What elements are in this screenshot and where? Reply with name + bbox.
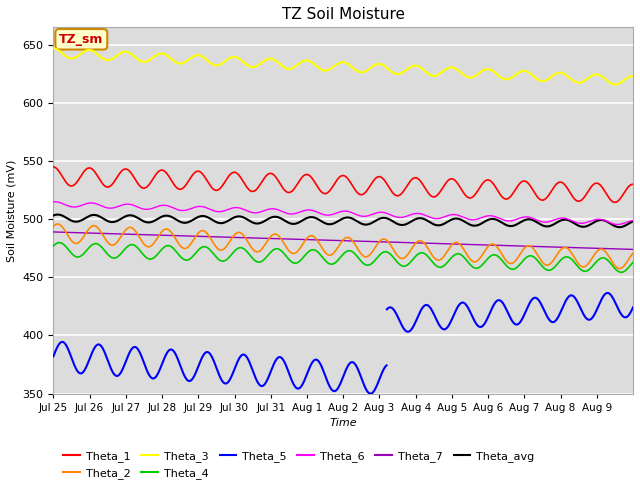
Legend: Theta_1, Theta_2, Theta_3, Theta_4, Theta_5, Theta_6, Theta_7, Theta_avg: Theta_1, Theta_2, Theta_3, Theta_4, Thet…	[59, 447, 538, 480]
X-axis label: Time: Time	[330, 418, 357, 428]
Y-axis label: Soil Moisture (mV): Soil Moisture (mV)	[7, 159, 17, 262]
Title: TZ Soil Moisture: TZ Soil Moisture	[282, 7, 404, 22]
Text: TZ_sm: TZ_sm	[59, 33, 104, 46]
